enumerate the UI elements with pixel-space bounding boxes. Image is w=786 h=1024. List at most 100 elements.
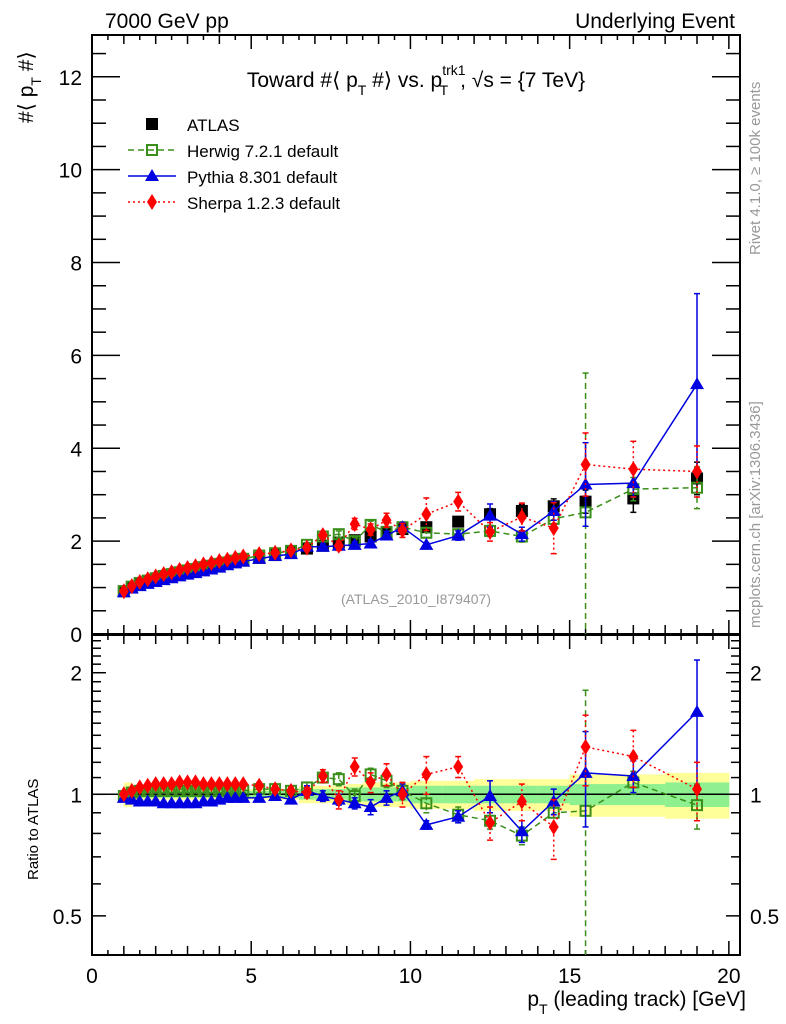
data-point — [452, 515, 465, 528]
data-point — [301, 784, 312, 801]
mcplots-label: mcplots.cern.ch [arXiv:1306.3436] — [747, 401, 764, 628]
data-point — [333, 791, 344, 808]
data-point — [238, 548, 249, 565]
data-point — [419, 537, 434, 550]
data-point — [397, 522, 408, 539]
data-point — [420, 797, 433, 810]
series-herwig — [117, 689, 704, 955]
data-point — [347, 796, 362, 809]
header-right-label: Underlying Event — [575, 10, 735, 33]
y-tick-label: 2 — [70, 531, 82, 554]
x-tick-label: 0 — [86, 965, 98, 988]
data-point — [118, 583, 129, 600]
data-point — [397, 786, 408, 803]
y-tick-label: 8 — [70, 253, 82, 276]
data-point — [182, 774, 193, 791]
data-point — [236, 790, 251, 803]
data-point — [628, 748, 639, 765]
y-tick-label: 2 — [70, 663, 82, 686]
data-point — [347, 537, 362, 550]
data-point — [174, 561, 185, 578]
data-point — [301, 539, 312, 556]
y-tick-label: 1 — [70, 784, 82, 807]
legend-marker — [145, 169, 159, 181]
data-point — [379, 528, 394, 541]
data-point — [166, 776, 177, 793]
data-point — [134, 573, 145, 590]
data-point — [451, 528, 466, 541]
data-point — [190, 774, 201, 791]
data-point — [206, 776, 217, 793]
title-part-c: , √s = {7 TeV} — [460, 69, 585, 92]
data-point — [580, 456, 591, 473]
data-point — [182, 560, 193, 577]
legend-label: Herwig 7.2.1 default — [187, 142, 338, 161]
ylabel-part-a: #⟨ p — [15, 86, 38, 123]
data-point — [270, 781, 281, 798]
series-atlas — [117, 461, 704, 598]
legend-marker — [146, 118, 158, 130]
data-point — [363, 800, 378, 813]
title-sub-a: T — [358, 82, 367, 98]
data-point — [548, 818, 559, 835]
data-point — [451, 809, 466, 822]
data-point — [222, 776, 233, 793]
header-left-label: 7000 GeV pp — [105, 10, 229, 33]
data-point — [126, 782, 137, 799]
series-line — [123, 486, 698, 592]
title-sup-b: trk1 — [442, 62, 466, 78]
data-point — [516, 508, 527, 525]
xlabel: pT (leading track) [GeV] — [527, 988, 746, 1017]
ylabel-sub: T — [28, 77, 44, 86]
data-point — [174, 774, 185, 791]
data-point — [421, 766, 432, 783]
y-tick-label: 12 — [59, 67, 82, 90]
data-point — [419, 817, 434, 830]
legend-marker — [146, 144, 158, 156]
data-point — [286, 782, 297, 799]
y-tick-label: 0.5 — [53, 906, 82, 929]
y-tick-label-right: 1 — [750, 784, 762, 807]
analysis-watermark: (ATLAS_2010_I879407) — [341, 591, 491, 607]
y-tick-label: 0 — [70, 624, 82, 647]
data-point — [580, 738, 591, 755]
legend-item: ATLAS — [146, 116, 240, 135]
legend-item: Sherpa 1.2.3 default — [128, 194, 340, 213]
rivet-version-label: Rivet 4.1.0, ≥ 100k events — [747, 82, 764, 255]
series-line — [123, 463, 698, 592]
main-data — [116, 292, 705, 634]
data-point — [142, 777, 153, 794]
data-point — [254, 546, 265, 563]
data-point — [317, 527, 328, 544]
data-point — [238, 776, 249, 793]
xlabel-part-b: (leading track) [GeV] — [548, 988, 746, 1011]
legend-label: Sherpa 1.2.3 default — [187, 194, 340, 213]
data-point — [690, 704, 705, 717]
data-point — [381, 512, 392, 529]
data-point — [546, 503, 561, 516]
xlabel-sub: T — [539, 1001, 548, 1017]
data-point — [198, 556, 209, 573]
data-point — [333, 537, 344, 554]
data-point — [315, 539, 330, 552]
x-tick-label: 5 — [245, 965, 257, 988]
y-tick-label: 6 — [70, 345, 82, 368]
title-part-a: Toward #⟨ p — [247, 69, 358, 92]
y-tick-label-right: 0.5 — [750, 906, 779, 929]
legend-label: Pythia 8.301 default — [187, 168, 338, 187]
data-point — [453, 493, 464, 510]
data-point — [691, 799, 704, 812]
data-point — [126, 578, 137, 595]
data-point — [349, 758, 360, 775]
data-point — [379, 790, 394, 803]
data-point — [315, 789, 330, 802]
data-point — [692, 781, 703, 798]
data-point — [254, 777, 265, 794]
y-tick-label: 4 — [70, 438, 82, 461]
data-point — [206, 554, 217, 571]
data-point — [516, 793, 527, 810]
x-tick-label: 20 — [717, 965, 740, 988]
main-axes: 0 2 4 6 8 10 12 — [59, 34, 741, 647]
data-point — [692, 463, 703, 480]
x-tick-label: 15 — [558, 965, 581, 988]
